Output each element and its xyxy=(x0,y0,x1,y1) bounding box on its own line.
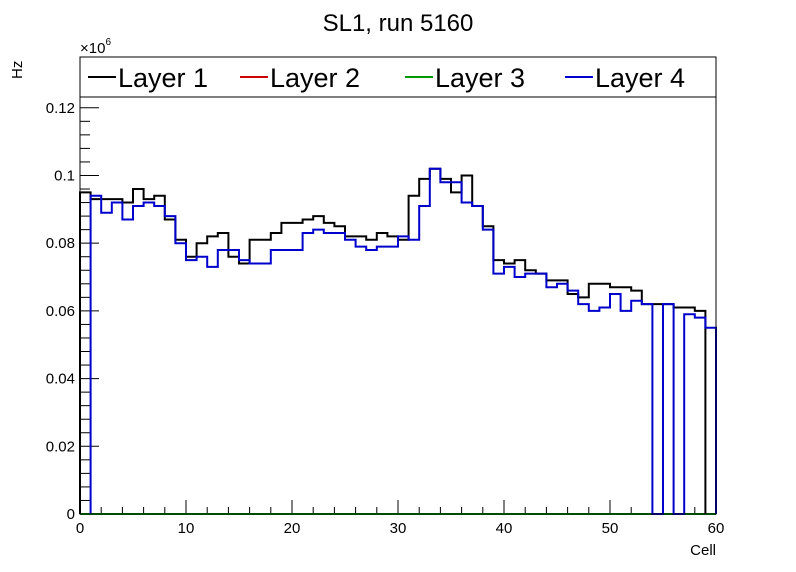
chart-title: SL1, run 5160 xyxy=(323,10,474,37)
y-axis-multiplier: ×106 xyxy=(80,37,111,57)
series-layer-4-histogram xyxy=(89,167,717,515)
y-axis-multiplier-exponent: 6 xyxy=(105,37,111,48)
series-layer-1-histogram xyxy=(79,167,707,514)
y-axis-label: Hz xyxy=(9,61,26,79)
x-tick-label: 30 xyxy=(390,520,407,537)
legend-label: Layer 4 xyxy=(595,63,685,93)
legend-item-layer-4: Layer 4 xyxy=(565,63,685,93)
legend-item-layer-3: Layer 3 xyxy=(405,63,525,93)
y-axis-tick-labels: 0 0.02 0.04 0.06 0.08 0.1 0.12 xyxy=(46,100,75,523)
legend-label: Layer 2 xyxy=(270,63,360,93)
legend-item-layer-1: Layer 1 xyxy=(88,63,208,93)
y-tick-label: 0.02 xyxy=(46,438,75,455)
y-axis-ticks xyxy=(80,66,99,515)
legend-item-layer-2: Layer 2 xyxy=(240,63,360,93)
x-tick-label: 0 xyxy=(76,520,84,537)
legend-box xyxy=(79,56,717,98)
y-tick-label: 0.04 xyxy=(46,371,75,388)
x-tick-label: 10 xyxy=(178,520,195,537)
y-tick-label: 0.06 xyxy=(46,303,75,320)
x-axis-tick-labels: 0 10 20 30 40 50 60 xyxy=(76,520,725,537)
x-tick-label: 50 xyxy=(602,520,619,537)
x-tick-label: 20 xyxy=(284,520,301,537)
legend-label: Layer 1 xyxy=(118,63,208,93)
y-tick-label: 0.08 xyxy=(46,235,75,252)
legend-label: Layer 3 xyxy=(435,63,525,93)
x-tick-label: 60 xyxy=(708,520,725,537)
x-tick-label: 40 xyxy=(496,520,513,537)
legend-items: Layer 1 Layer 2 Layer 3 Layer 4 xyxy=(88,63,685,93)
y-tick-label: 0.12 xyxy=(46,100,75,117)
legend: Layer 1 Layer 2 Layer 3 Layer 4 xyxy=(79,56,717,98)
y-tick-label: 0 xyxy=(67,506,75,523)
x-axis-label: Cell xyxy=(690,542,716,559)
y-tick-label: 0.1 xyxy=(54,167,75,184)
y-axis-multiplier-base: ×10 xyxy=(80,40,105,57)
